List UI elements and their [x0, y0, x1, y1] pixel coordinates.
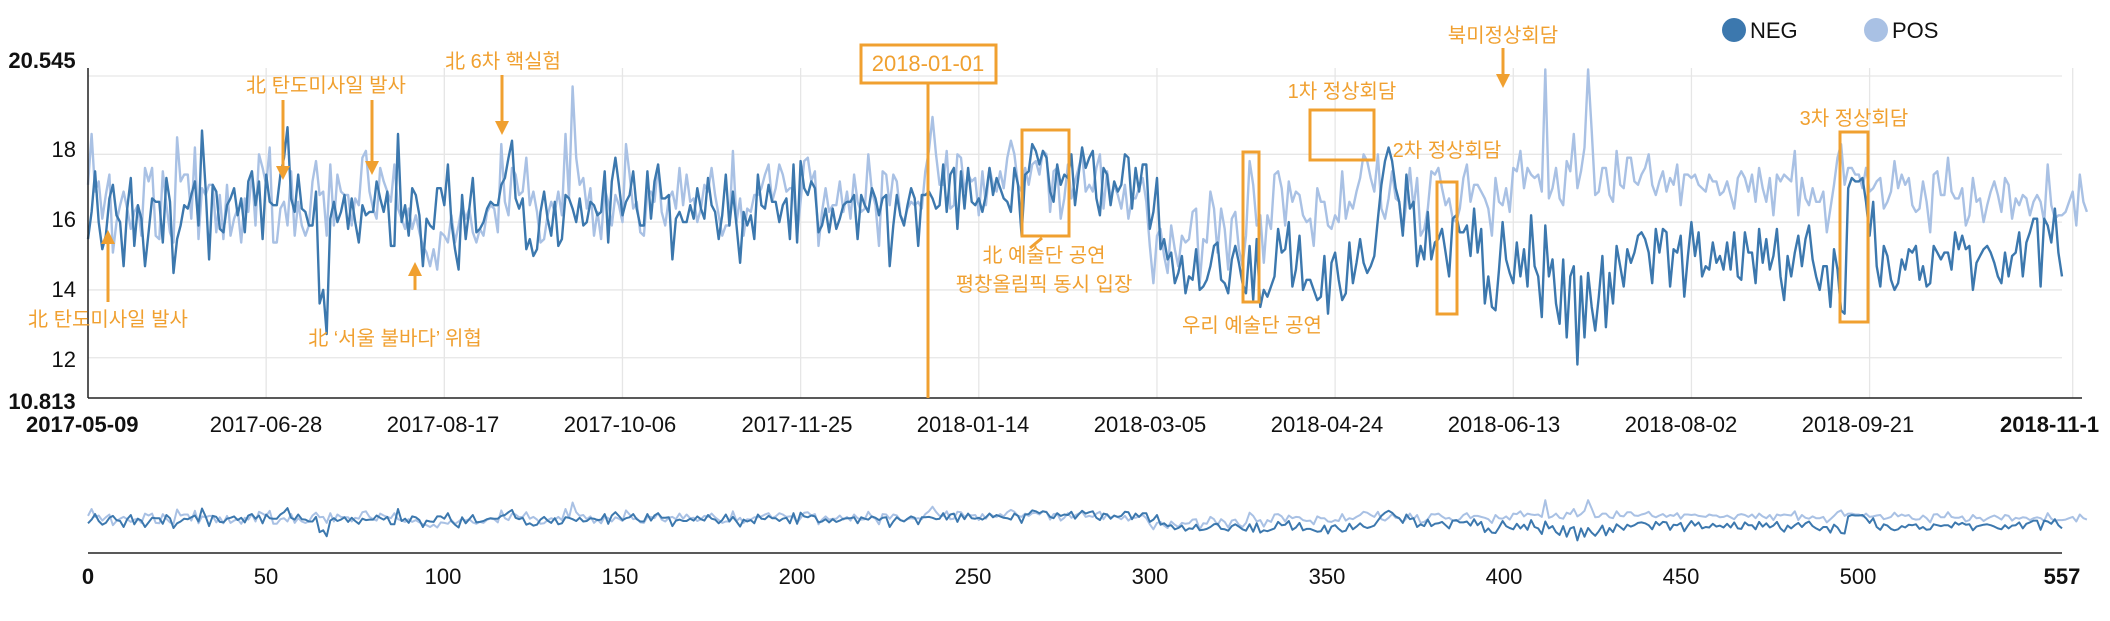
- y-tick-label: 14: [52, 277, 76, 302]
- series-layer: [86, 68, 2089, 366]
- annotation-summit-2: 2차 정상회담: [1393, 139, 1502, 162]
- x-tick-label: 2017-11-25: [742, 412, 853, 437]
- overview-tick-label: 350: [1309, 564, 1346, 589]
- y-min-label: 10.813: [8, 389, 75, 414]
- overview-tick-label: 500: [1840, 564, 1877, 589]
- y-tick-label: 18: [52, 137, 76, 162]
- annotation-summit-1: 1차 정상회담: [1288, 80, 1397, 103]
- x-tick-label: 2017-10-06: [564, 412, 677, 437]
- x-tick-label: 2017-05-09: [26, 412, 139, 437]
- overview-tick-label: 250: [955, 564, 992, 589]
- legend: NEG POS: [1722, 18, 1938, 43]
- annotation-seoul-threat: 北 ‘서울 불바다’ 위협: [308, 327, 482, 350]
- x-tick-label: 2018-04-24: [1271, 412, 1384, 437]
- x-tick-label: 2018-11-1: [2000, 412, 2099, 437]
- event-box-summit-1: [1308, 108, 1376, 162]
- legend-neg-label: NEG: [1750, 18, 1798, 43]
- overview-line-neg: [87, 507, 2063, 542]
- y-tick-label: 12: [52, 347, 76, 372]
- annotation-layer: [106, 43, 1870, 398]
- event-box-art-troupe: [1020, 128, 1071, 238]
- x-tick-label: 2017-06-28: [210, 412, 323, 437]
- legend-neg-swatch[interactable]: [1722, 18, 1746, 42]
- arrowhead-icon: [276, 166, 290, 180]
- highlight-date-label: 2018-01-01: [872, 51, 985, 76]
- x-tick-label: 2018-03-05: [1094, 412, 1207, 437]
- series-line-neg[interactable]: [86, 125, 2064, 366]
- x-tick-label: 2018-09-21: [1802, 412, 1915, 437]
- event-box-our-art-troupe: [1241, 150, 1261, 304]
- overview-tick-label: 300: [1132, 564, 1169, 589]
- x-tick-label: 2018-08-02: [1625, 412, 1738, 437]
- axes-layer: [87, 68, 2082, 399]
- annotation-our-art-troupe: 우리 예술단 공연: [1182, 314, 1322, 337]
- annotation-art-troupe-2: 평창올림픽 동시 입장: [956, 273, 1133, 296]
- arrowhead-icon: [1496, 74, 1510, 88]
- overview-tick-label: 0: [82, 564, 94, 589]
- arrowhead-icon: [495, 121, 509, 135]
- y-tick-label: 16: [52, 207, 76, 232]
- annotation-missile-top: 北 탄도미사일 발사: [246, 74, 406, 97]
- arrowhead-icon: [101, 230, 115, 244]
- annotation-summit-3: 3차 정상회담: [1800, 107, 1909, 130]
- annotation-nk-us-summit: 북미정상회담: [1448, 24, 1558, 47]
- overview-tick-label: 557: [2044, 564, 2081, 589]
- overview-tick-label: 450: [1663, 564, 1700, 589]
- overview-tick-label: 150: [602, 564, 639, 589]
- arrowheads: [101, 74, 1510, 276]
- arrowhead-icon: [365, 161, 379, 175]
- overview-tick-label: 200: [779, 564, 816, 589]
- event-box-summit-3: [1838, 130, 1870, 324]
- annotation-nuclear-test: 北 6차 핵실험: [445, 50, 561, 73]
- overview-tick-label: 100: [425, 564, 462, 589]
- overview-tick-label: 400: [1486, 564, 1523, 589]
- overview-chart[interactable]: [87, 499, 2088, 554]
- overview-tick-label: 50: [254, 564, 278, 589]
- event-box-summit-2: [1435, 180, 1459, 316]
- arrowhead-icon: [408, 262, 422, 276]
- arrow-art-troupe: [1029, 236, 1043, 250]
- x-tick-label: 2018-06-13: [1448, 412, 1561, 437]
- legend-pos-swatch[interactable]: [1864, 18, 1888, 42]
- x-tick-label: 2018-01-14: [917, 412, 1030, 437]
- x-tick-label: 2017-08-17: [387, 412, 500, 437]
- y-max-label: 20.545: [8, 48, 75, 73]
- legend-pos-label: POS: [1892, 18, 1938, 43]
- annotation-art-troupe-1: 北 예술단 공연: [982, 244, 1105, 267]
- annotation-missile-left: 北 탄도미사일 발사: [28, 308, 188, 331]
